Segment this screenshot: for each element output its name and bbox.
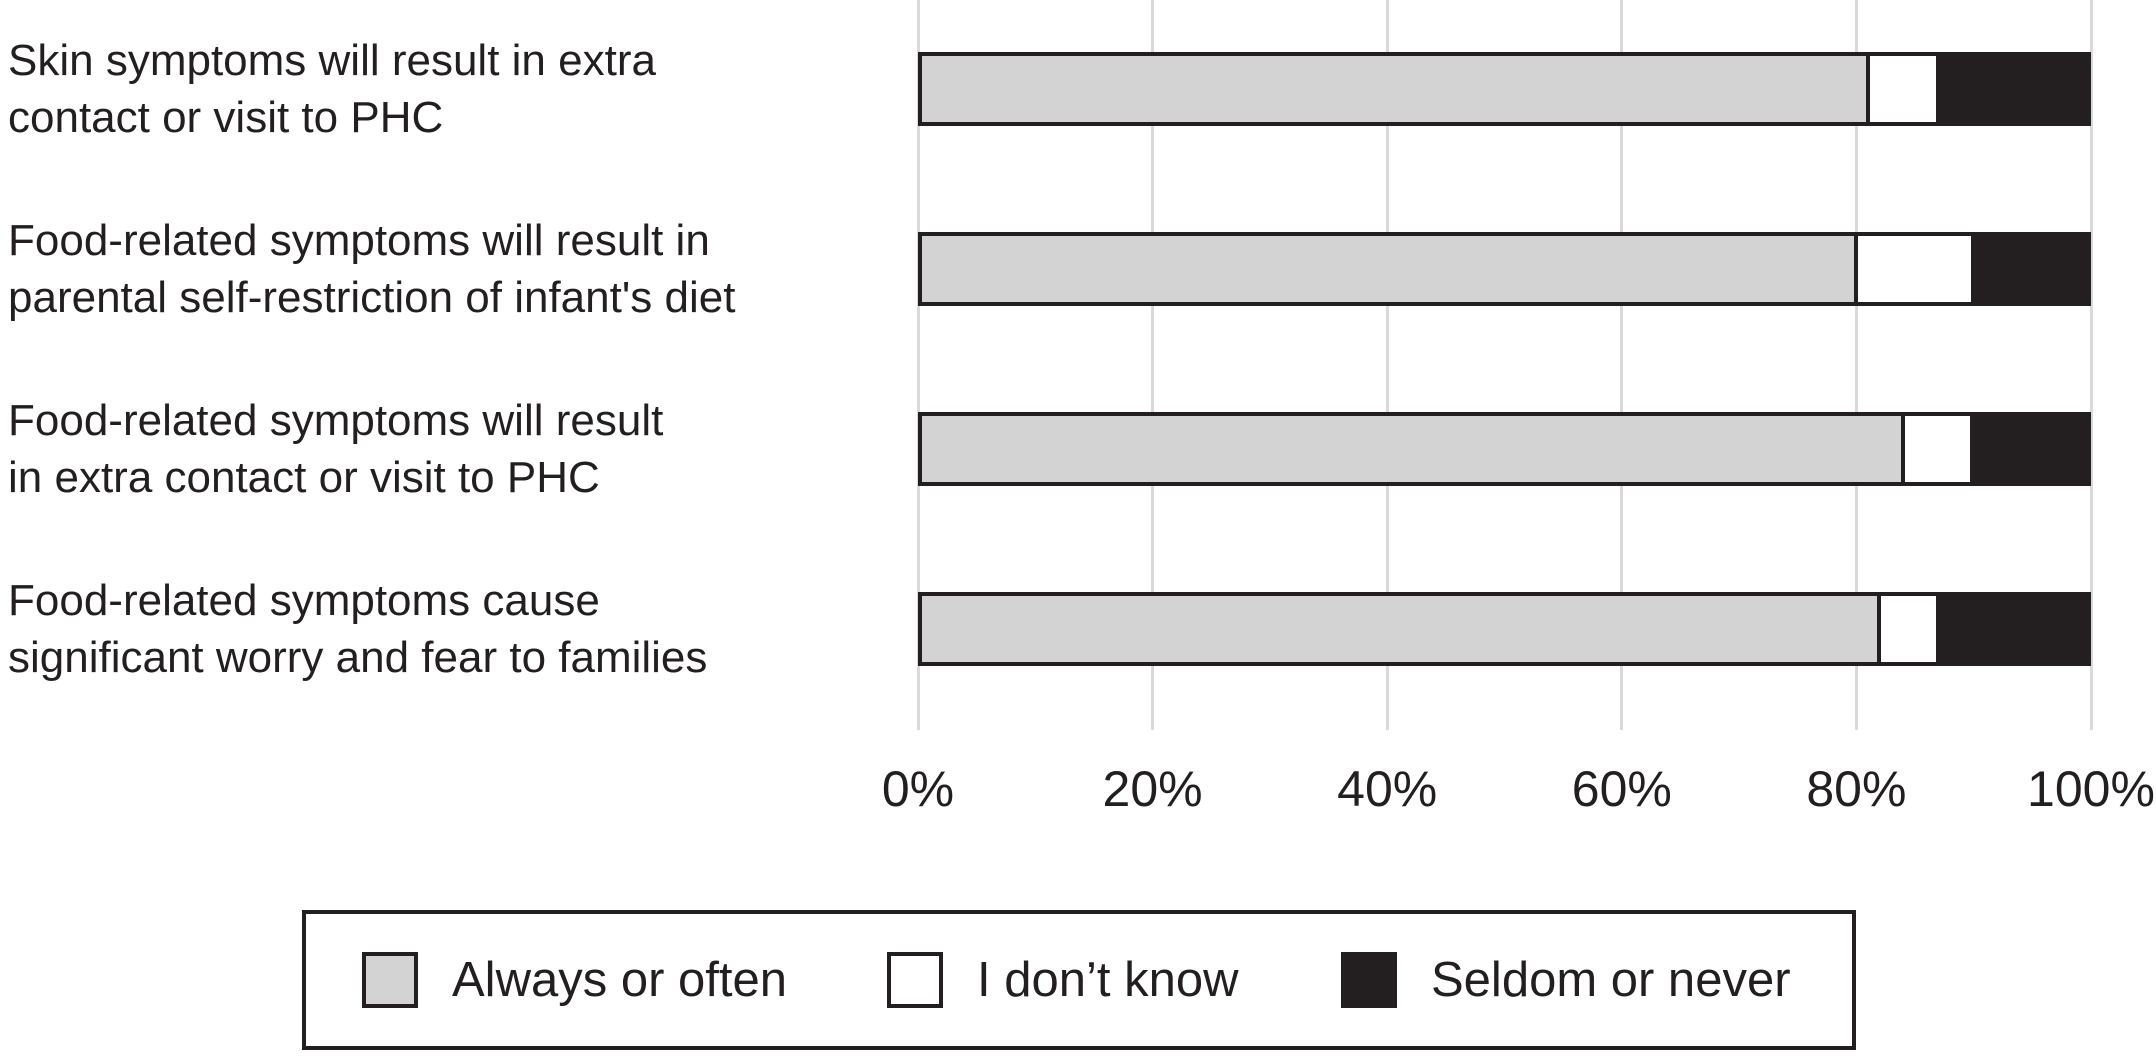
gridline	[1854, 0, 1858, 730]
gridline	[916, 0, 920, 730]
legend-swatch	[1341, 952, 1397, 1008]
category-label-line: Skin symptoms will result in extra	[8, 36, 656, 85]
legend-label: Seldom or never	[1431, 953, 1791, 1007]
gridline	[1385, 0, 1389, 730]
bar-segment	[922, 56, 1866, 122]
plot-area	[916, 0, 2093, 730]
category-label-line: contact or visit to PHC	[8, 93, 444, 142]
legend-item: I don’t know	[887, 952, 1239, 1008]
legend-swatch	[362, 952, 418, 1008]
legend-swatch	[887, 952, 943, 1008]
x-tick-label: 100%	[2027, 761, 2155, 817]
legend-label: Always or often	[452, 953, 787, 1007]
bar-segment	[922, 236, 1854, 302]
legend-item: Always or often	[362, 952, 787, 1008]
bar-segment	[1935, 596, 2087, 662]
bar-segment	[1854, 236, 1971, 302]
legend-label: I don’t know	[977, 953, 1239, 1007]
x-axis: 0% 20% 40% 60% 80% 100%	[882, 760, 2155, 830]
category-label-line: in extra contact or visit to PHC	[8, 453, 600, 502]
bar-segment	[1865, 56, 1936, 122]
bar-segment	[922, 596, 1878, 662]
category-label-line: Food-related symptoms will result	[8, 396, 664, 445]
stacked-bar	[918, 592, 2091, 666]
legend-item: Seldom or never	[1341, 952, 1791, 1008]
gridline	[2089, 0, 2093, 730]
category-label: Food-related symptoms cause significant w…	[8, 572, 707, 686]
bar-segment	[922, 416, 1901, 482]
stacked-bar	[918, 232, 2091, 306]
x-tick-label: 80%	[1806, 761, 1907, 817]
stacked-bar	[918, 412, 2091, 486]
x-tick-label: 20%	[1102, 761, 1203, 817]
x-tick-label: 60%	[1571, 761, 1672, 817]
legend-box: Always or often I don’t know Seldom or nev…	[302, 910, 1856, 1050]
category-label: Food-related symptoms will result in extr…	[8, 392, 663, 506]
bar-segment	[1877, 596, 1936, 662]
category-label-line: Food-related symptoms cause	[8, 576, 600, 625]
bar-segment	[1970, 416, 2087, 482]
category-label: Food-related symptoms will result in pare…	[8, 212, 735, 326]
category-label-line: parental self-restriction of infant's di…	[8, 273, 736, 322]
gridline	[1151, 0, 1155, 730]
x-tick-label: 40%	[1337, 761, 1438, 817]
x-tick-label: 0%	[881, 761, 955, 817]
category-label-line: significant worry and fear to families	[8, 633, 708, 682]
stacked-bar	[918, 52, 2091, 126]
gridline	[1620, 0, 1624, 730]
category-label-line: Food-related symptoms will result in	[8, 216, 710, 265]
bar-segment	[1970, 236, 2087, 302]
bar-segment	[1935, 56, 2087, 122]
category-label: Skin symptoms will result in extra contac…	[8, 32, 656, 146]
bar-segment	[1900, 416, 1971, 482]
